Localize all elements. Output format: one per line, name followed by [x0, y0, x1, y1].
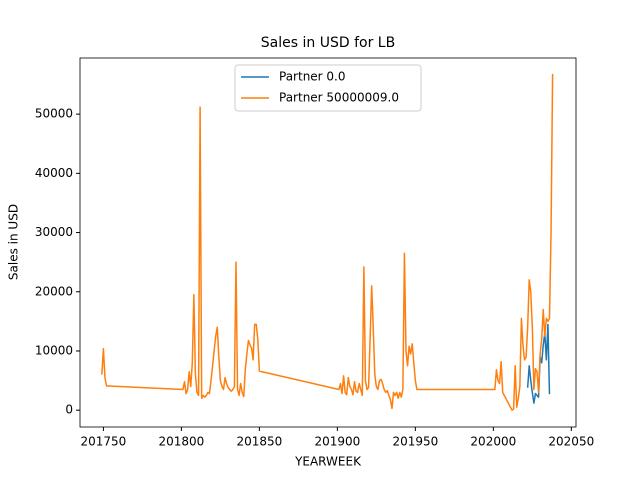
legend-box — [234, 64, 422, 112]
y-tick-label: 0 — [65, 403, 73, 417]
data-line — [101, 73, 554, 411]
y-tick-label: 30000 — [35, 225, 73, 239]
x-tick-label: 201950 — [392, 435, 438, 449]
x-tick-label: 201900 — [314, 435, 360, 449]
y-tick-label: 10000 — [35, 343, 73, 357]
x-axis-label: YEARWEEK — [294, 455, 362, 469]
x-tick-label: 202050 — [548, 435, 594, 449]
x-tick-label: 201800 — [158, 435, 204, 449]
y-axis-label: Sales in USD — [7, 204, 21, 280]
y-tick-label: 20000 — [35, 284, 73, 298]
y-tick-label: 40000 — [35, 166, 73, 180]
y-tick-label: 50000 — [35, 107, 73, 121]
plot-frame — [79, 57, 577, 428]
x-tick-label: 202000 — [470, 435, 516, 449]
data-line — [526, 323, 551, 404]
x-tick-label: 201750 — [80, 435, 126, 449]
chart-title: Sales in USD for LB — [261, 35, 395, 51]
legend-label: Partner 0.0 — [279, 70, 346, 84]
x-tick-label: 201850 — [236, 435, 282, 449]
legend-label: Partner 50000009.0 — [279, 91, 399, 105]
